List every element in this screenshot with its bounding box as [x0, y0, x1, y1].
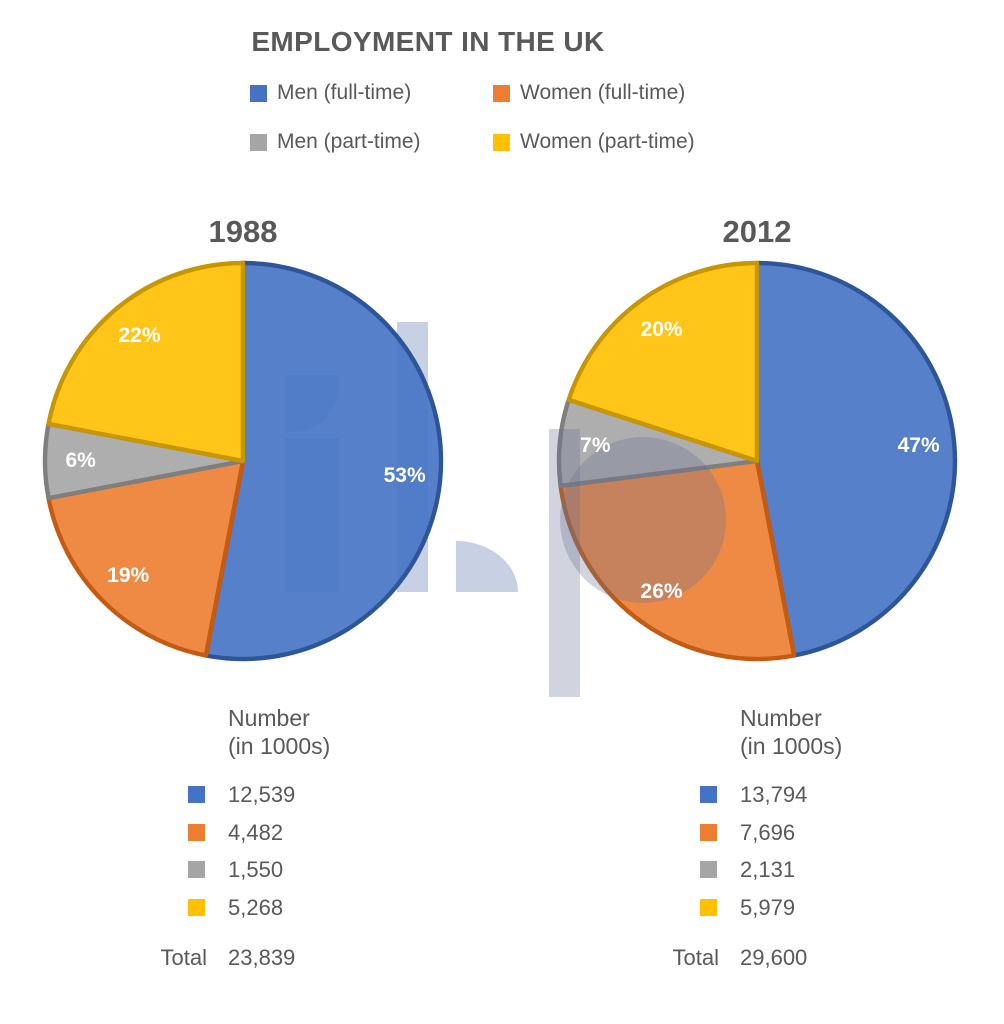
- table-header-1988: Number (in 1000s): [228, 704, 330, 760]
- legend-swatch-men-full-time: [250, 84, 267, 102]
- row-value: 5,268: [228, 895, 284, 920]
- pie-slice-men-full-time-2012: [754, 260, 958, 658]
- legend-label-men-part-time: Men (part-time): [277, 130, 421, 153]
- legend-label-women-part-time: Women (part-time): [520, 130, 695, 153]
- table-header-line1: Number: [740, 705, 822, 731]
- pie-svg-1988: [42, 260, 444, 662]
- row-swatch-women-part-time: [188, 899, 205, 916]
- legend-label-women-full-time: Women (full-time): [520, 81, 686, 104]
- watermark-p-bowl: [560, 437, 726, 603]
- row-value: 5,979: [740, 895, 796, 920]
- pie-year-label-1988: 1988: [208, 214, 278, 249]
- chart-title: EMPLOYMENT IN THE UK: [251, 26, 605, 57]
- watermark-period-dot: [456, 541, 518, 592]
- row-swatch-women-full-time: [188, 824, 205, 841]
- legend-item-women-full-time: Women (full-time): [493, 81, 686, 104]
- table-header-line2: (in 1000s): [740, 733, 843, 759]
- pie-slice-women-full-time-1988: [46, 458, 246, 658]
- pie-slice-women-part-time-2012: [566, 260, 760, 464]
- row-value: 7,696: [740, 820, 796, 845]
- pie-chart-1988: [41, 259, 445, 663]
- row-swatch-men-part-time: [700, 861, 717, 878]
- legend-swatch-men-part-time: [250, 133, 267, 151]
- total-value: 23,839: [228, 945, 296, 970]
- row-swatch-men-part-time: [188, 861, 205, 878]
- total-value: 29,600: [740, 945, 808, 970]
- total-label: Total: [672, 945, 719, 970]
- pie-year-label-2012: 2012: [722, 214, 792, 249]
- table-header-2012: Number (in 1000s): [740, 704, 842, 760]
- row-value: 4,482: [228, 820, 284, 845]
- row-swatch-women-full-time: [700, 824, 717, 841]
- number-table-2012: Number (in 1000s) 13,794 7,696 2,131 5,9…: [662, 704, 922, 1004]
- row-swatch-men-full-time: [188, 786, 205, 803]
- pie-slice-men-full-time-1988: [203, 260, 444, 662]
- row-value: 2,131: [740, 857, 796, 882]
- pie-svg-2012: [556, 260, 958, 662]
- row-value: 13,794: [740, 782, 808, 807]
- pie-slice-women-part-time-1988: [46, 260, 246, 464]
- pie-chart-2012: [555, 259, 959, 663]
- legend-item-men-part-time: Men (part-time): [250, 130, 421, 153]
- legend-item-men-full-time: Men (full-time): [250, 81, 412, 104]
- row-swatch-women-part-time: [700, 899, 717, 916]
- table-header-line2: (in 1000s): [228, 733, 331, 759]
- table-header-line1: Number: [228, 705, 310, 731]
- legend-swatch-women-full-time: [493, 84, 510, 102]
- row-value: 1,550: [228, 857, 284, 882]
- legend-label-men-full-time: Men (full-time): [277, 81, 412, 104]
- row-value: 12,539: [228, 782, 296, 807]
- total-label: Total: [160, 945, 207, 970]
- legend-swatch-women-part-time: [493, 133, 510, 151]
- number-table-1988: Number (in 1000s) 12,539 4,482 1,550 5,2…: [150, 704, 410, 1004]
- legend-item-women-part-time: Women (part-time): [493, 130, 695, 153]
- pie-slice-women-full-time-2012: [558, 458, 797, 662]
- row-swatch-men-full-time: [700, 786, 717, 803]
- watermark-p-stem: [549, 429, 580, 697]
